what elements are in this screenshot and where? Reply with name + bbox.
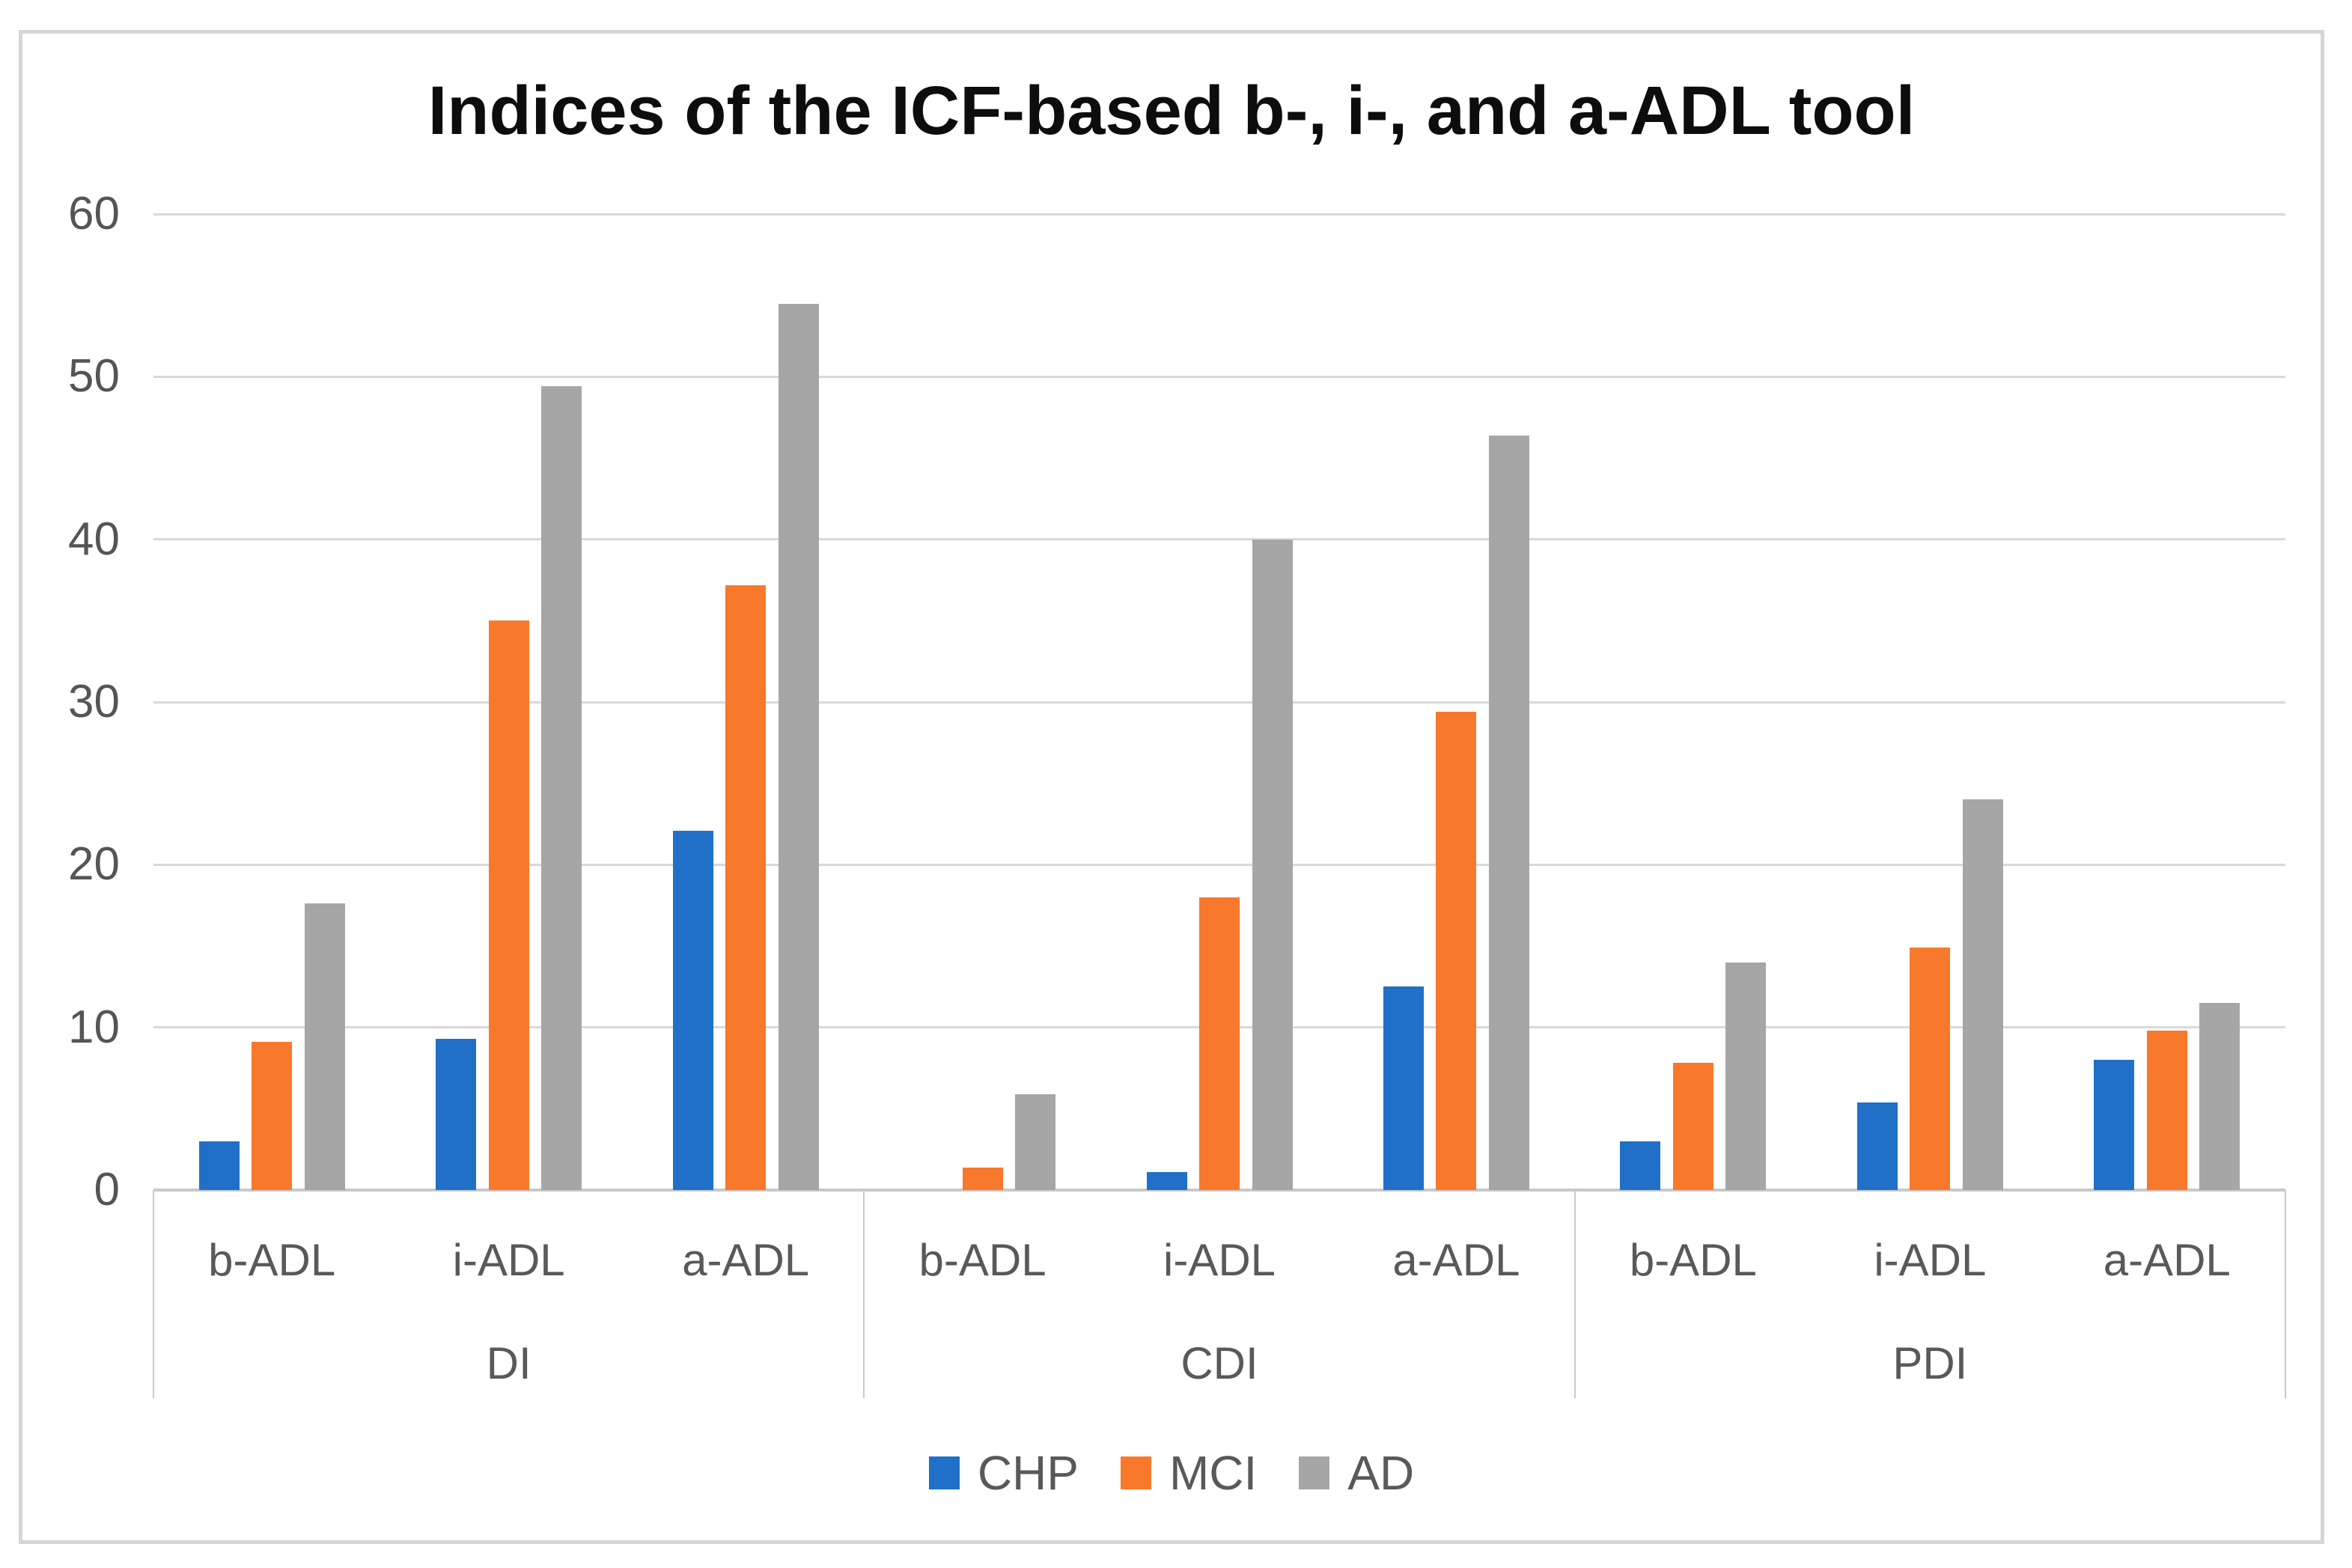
legend-swatch-chp [928, 1456, 960, 1489]
bar-chp-pdi-b-adl [1620, 1141, 1661, 1190]
x-axis-category-label: b-ADL [918, 1235, 1046, 1285]
y-axis-tick-label-50: 50 [68, 350, 120, 403]
y-axis-tick-label-40: 40 [68, 513, 120, 565]
y-axis-tick-label-60: 60 [68, 188, 120, 240]
bar-mci-pdi-a-adl [2146, 1031, 2187, 1190]
legend-item-mci: MCI [1120, 1446, 1258, 1500]
x-axis-category-label: a-ADL [682, 1235, 810, 1285]
x-axis-group-divider [863, 1190, 865, 1398]
bar-mci-di-b-adl [252, 1042, 293, 1190]
legend-label-mci: MCI [1169, 1446, 1258, 1500]
x-axis-category-label: i-ADL [1874, 1235, 1987, 1285]
bar-ad-di-i-adl [541, 386, 582, 1190]
bar-chp-pdi-i-adl [1856, 1102, 1898, 1190]
y-gridline-50 [153, 375, 2285, 378]
y-gridline-40 [153, 538, 2285, 541]
bar-mci-cdi-a-adl [1436, 712, 1477, 1190]
chart-title: Indices of the ICF-based b-, i-, and a-A… [427, 73, 1916, 149]
x-axis-group-divider [2285, 1190, 2286, 1398]
bar-chp-pdi-a-adl [2094, 1060, 2135, 1190]
bar-chp-di-i-adl [436, 1038, 477, 1190]
x-axis-line [153, 1189, 2285, 1192]
legend-label-ad: AD [1347, 1446, 1415, 1500]
bar-chp-cdi-i-adl [1146, 1172, 1187, 1190]
y-gridline-20 [153, 863, 2285, 866]
x-axis-category-label: b-ADL [1629, 1235, 1757, 1285]
x-axis-category-label: a-ADL [2103, 1235, 2231, 1285]
bar-ad-pdi-i-adl [1962, 799, 2003, 1190]
bar-ad-di-b-adl [304, 903, 345, 1190]
x-axis-group-divider [153, 1190, 154, 1398]
y-gridline-60 [153, 213, 2285, 216]
bar-ad-cdi-a-adl [1488, 435, 1529, 1190]
x-axis-category-label: i-ADL [1163, 1235, 1276, 1285]
bar-chp-cdi-a-adl [1383, 986, 1424, 1190]
bar-chp-di-b-adl [198, 1141, 240, 1190]
y-axis-tick-label-30: 30 [68, 676, 120, 727]
bar-ad-cdi-b-adl [1015, 1093, 1056, 1190]
y-gridline-30 [153, 701, 2285, 704]
legend-swatch-mci [1120, 1456, 1151, 1489]
y-axis-tick-label-20: 20 [68, 838, 120, 891]
legend: CHP MCI AD [19, 1446, 2324, 1500]
bar-mci-pdi-b-adl [1672, 1063, 1713, 1190]
y-axis-tick-label-0: 0 [94, 1164, 120, 1215]
x-axis-group-divider [1573, 1190, 1576, 1398]
x-axis-group-label-di: DI [486, 1338, 531, 1388]
x-axis-group-label-cdi: CDI [1180, 1338, 1258, 1388]
bar-mci-di-i-adl [488, 620, 529, 1190]
bar-ad-pdi-a-adl [2199, 1003, 2240, 1190]
figure-border [19, 30, 2324, 1544]
bar-ad-pdi-b-adl [1725, 962, 1767, 1190]
bar-mci-cdi-b-adl [962, 1167, 1003, 1190]
x-axis-category-label: b-ADL [208, 1235, 336, 1285]
legend-label-chp: CHP [977, 1446, 1079, 1500]
bar-mci-pdi-i-adl [1910, 948, 1951, 1190]
x-axis-group-label-pdi: PDI [1892, 1338, 1968, 1388]
bar-ad-cdi-i-adl [1252, 539, 1293, 1190]
x-axis-category-label: i-ADL [452, 1235, 565, 1285]
x-axis-category-label: a-ADL [1392, 1235, 1520, 1285]
bar-mci-di-a-adl [725, 585, 767, 1190]
bar-ad-di-a-adl [778, 303, 819, 1190]
bar-chp-di-a-adl [672, 830, 713, 1190]
legend-item-chp: CHP [928, 1446, 1079, 1500]
bar-mci-cdi-i-adl [1199, 897, 1240, 1190]
y-axis-tick-label-10: 10 [68, 1001, 120, 1053]
legend-swatch-ad [1299, 1456, 1330, 1489]
legend-item-ad: AD [1299, 1449, 1414, 1497]
